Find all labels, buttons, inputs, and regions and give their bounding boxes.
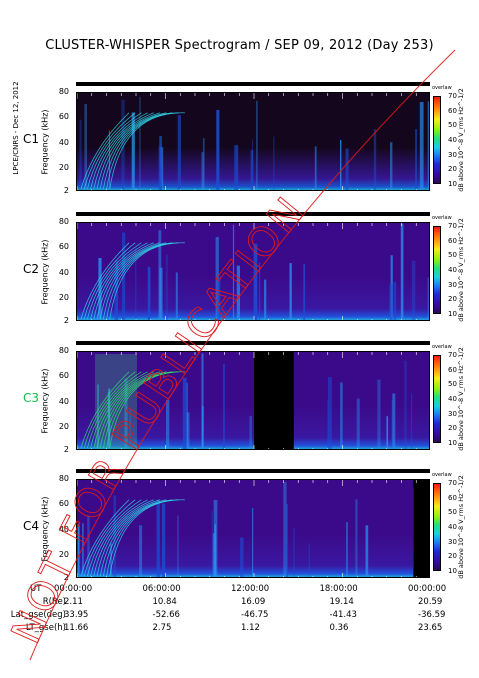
side-credit: LPCE/CNRS - Dec 12, 2012 [12, 81, 20, 175]
ephemeris-row-label: Lat_gse(deg) [10, 610, 66, 620]
ephemeris-row-label: R(Re) [42, 597, 66, 607]
y-tick-label: 20 [58, 422, 69, 432]
y-tick-label: 60 [58, 371, 69, 381]
colorbar [433, 355, 441, 443]
colorbar-label: dB above 10^-8 V_rms Hz^-1/2 [457, 88, 465, 192]
ephemeris-value: -46.75 [241, 610, 269, 620]
y-tick-label: 80 [58, 217, 69, 226]
y-tick-label: 2 [63, 186, 69, 195]
spacecraft-label: C1 [23, 132, 40, 146]
y-axis-label: Frequency (kHz) [40, 368, 50, 434]
ephemeris-value: 10.84 [152, 597, 177, 607]
colorbar-label: dB above 10^-8 V_rms Hz^-1/2 [457, 347, 465, 451]
y-tick-label: 20 [58, 293, 69, 303]
ephemeris-value: -52.66 [152, 610, 180, 620]
ephemeris-value: 0.36 [329, 623, 349, 633]
ephemeris-row-label: LT_gse(h) [25, 623, 66, 633]
ephemeris-value: 2.11 [64, 597, 83, 607]
y-tick-label: 80 [58, 87, 69, 96]
y-tick-label: 2 [63, 573, 69, 582]
colorbar-top-label: overlaw [432, 85, 452, 91]
x-tick-label: 00:00:00 [408, 584, 447, 594]
spacecraft-label: C3 [23, 391, 40, 405]
spectrogram-plot [76, 222, 430, 321]
colorbar [433, 96, 441, 184]
panel-bar [76, 469, 430, 473]
spacecraft-label: C2 [23, 262, 40, 276]
y-tick-label: 2 [63, 316, 69, 325]
y-tick-label: 20 [58, 163, 69, 173]
colorbar-top-label: overlaw [432, 472, 452, 478]
y-tick-label: 60 [58, 242, 69, 252]
panel-bar [76, 82, 430, 86]
y-axis-label: Frequency (kHz) [40, 109, 50, 175]
ephemeris-value: 33.95 [64, 610, 89, 620]
y-tick-label: 80 [58, 474, 69, 483]
x-tick-label: 12:00:00 [231, 584, 270, 594]
ephemeris-value: 1.12 [241, 623, 260, 633]
ephemeris-value: 20.59 [418, 597, 443, 607]
chart-title: CLUSTER-WHISPER Spectrogram / SEP 09, 20… [45, 38, 434, 53]
y-tick-label: 40 [58, 137, 69, 147]
y-axis-label: Frequency (kHz) [40, 496, 50, 562]
ephemeris-value: 23.65 [418, 623, 443, 633]
y-tick-label: 40 [58, 267, 69, 277]
spectrogram-plot [76, 479, 430, 578]
y-tick-label: 60 [58, 112, 69, 122]
y-tick-label: 20 [58, 550, 69, 560]
colorbar-top-label: overlaw [432, 344, 452, 350]
x-tick-label: 00:00:00 [54, 584, 93, 594]
y-tick-label: 2 [63, 445, 69, 454]
panel-bar [76, 212, 430, 216]
ephemeris-value: 2.75 [152, 623, 172, 633]
ephemeris-value: 11.66 [64, 623, 89, 633]
spacecraft-label: C4 [23, 519, 40, 533]
ephemeris-value: -41.43 [329, 610, 357, 620]
y-tick-label: 40 [58, 524, 69, 534]
ephemeris-value: 16.09 [241, 597, 266, 607]
spectrogram-plot [76, 351, 430, 450]
spectrogram-plot [76, 92, 430, 191]
colorbar-label: dB above 10^-8 V_rms Hz^-1/2 [457, 218, 465, 322]
ephemeris-value: 19.14 [329, 597, 354, 607]
colorbar [433, 226, 441, 314]
panel-bar [76, 341, 430, 345]
colorbar [433, 483, 441, 571]
x-tick-label: 18:00:00 [319, 584, 358, 594]
colorbar-top-label: overlaw [432, 215, 452, 221]
ephemeris-value: -36.59 [418, 610, 446, 620]
y-tick-label: 80 [58, 346, 69, 355]
colorbar-label: dB above 10^-8 V_rms Hz^-1/2 [457, 475, 465, 579]
x-tick-label: 06:00:00 [142, 584, 181, 594]
y-axis-label: Frequency (kHz) [40, 239, 50, 305]
x-axis-label: UT [30, 584, 42, 594]
y-tick-label: 60 [58, 499, 69, 509]
y-tick-label: 40 [58, 396, 69, 406]
